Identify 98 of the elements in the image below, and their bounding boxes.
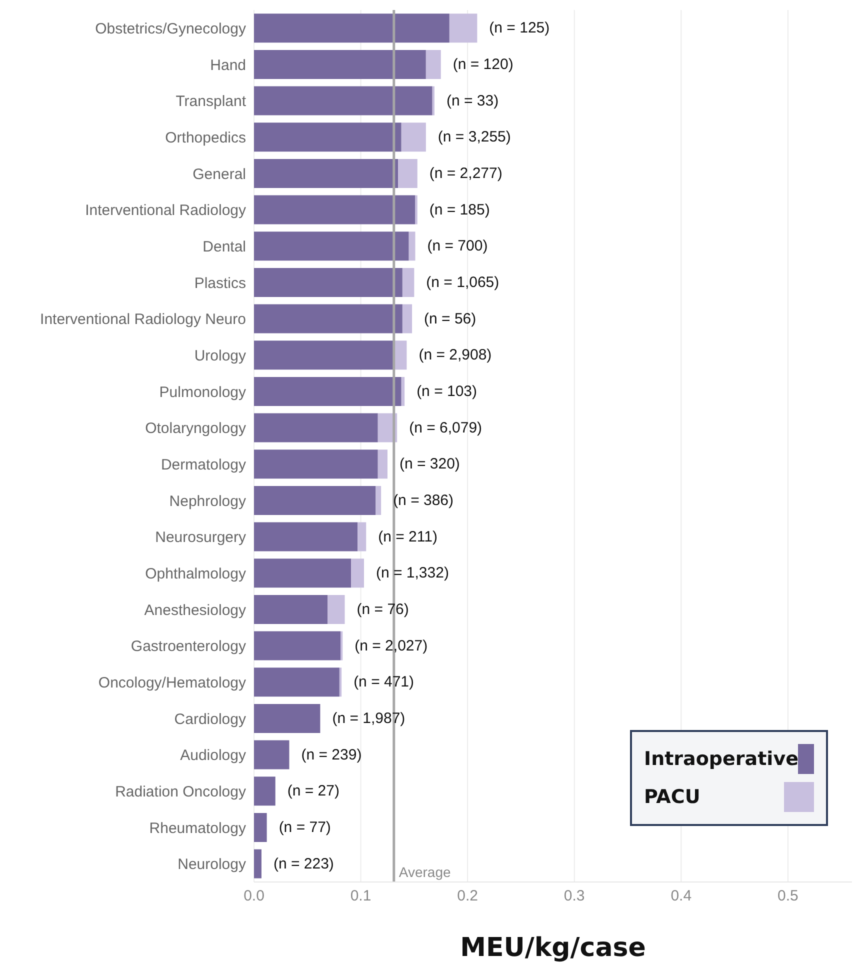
bar (254, 704, 320, 733)
annotation: (n = 77) (278, 818, 331, 836)
bar (254, 14, 450, 43)
bar (254, 376, 402, 406)
annotation: (n = 211) (378, 528, 438, 546)
bar (254, 812, 267, 842)
bar (254, 232, 409, 261)
x-tick-label: 0.2 (457, 888, 478, 905)
bar (339, 668, 342, 697)
ref-line-label: Average (398, 864, 451, 880)
y-tick-label: Dental (202, 238, 246, 256)
y-tick-label: Urology (194, 347, 246, 364)
bar (254, 413, 378, 442)
y-tick-label: Rheumatology (149, 820, 246, 837)
y-tick-label: Ophthalmology (145, 565, 246, 582)
bar (426, 50, 441, 79)
annotation: (n = 6,079) (409, 419, 482, 436)
annotation: (n = 2,908) (418, 346, 492, 364)
annotation: (n = 33) (446, 92, 499, 110)
bar (254, 486, 376, 515)
bar (254, 340, 395, 370)
x-tick-label: 0.1 (350, 888, 372, 905)
bar (394, 340, 407, 370)
y-tick-label: General (192, 166, 246, 183)
bar (254, 268, 402, 297)
y-tick-label: Dermatology (160, 456, 246, 474)
bar (358, 522, 366, 552)
y-tick-label: Neurosurgery (155, 529, 246, 546)
y-tick-label: Obstetrics/Gynecology (95, 20, 246, 38)
text: PACU (644, 786, 700, 808)
y-tick-label: Anesthesiology (144, 602, 246, 619)
annotation: (n = 386) (393, 492, 454, 509)
legend-label: Intraoperative (644, 748, 798, 770)
bar (254, 50, 426, 79)
annotation: (n = 125) (489, 20, 550, 37)
bar (254, 849, 262, 878)
y-tick-label: Audiology (180, 747, 246, 764)
bar (351, 558, 364, 588)
x-tick-label: 0.0 (244, 888, 264, 905)
bar (378, 450, 388, 479)
bar (254, 86, 432, 116)
bar (254, 558, 352, 588)
bar (402, 268, 414, 297)
bar (449, 14, 478, 43)
bar (254, 122, 402, 152)
x-axis-title: MEU/kg/case (460, 933, 646, 963)
bar (401, 376, 405, 406)
bar (376, 486, 382, 515)
bar (254, 304, 402, 334)
y-tick-label: Gastroenterology (130, 638, 246, 656)
y-tick-label: Pulmonology (159, 384, 246, 401)
annotation: (n = 239) (301, 746, 362, 764)
y-tick-label: Plastics (194, 274, 246, 292)
bar (402, 304, 412, 334)
bar (254, 668, 340, 697)
x-tick-label: 0.5 (778, 888, 798, 905)
annotation: (n = 3,255) (438, 128, 511, 146)
y-tick-label: Interventional Radiology Neuro (40, 311, 246, 328)
annotation: (n = 2,027) (354, 637, 428, 654)
annotation: (n = 223) (273, 855, 334, 872)
annotation: (n = 27) (287, 782, 340, 800)
bar (254, 195, 416, 224)
bar (401, 122, 426, 152)
y-tick-label: Orthopedics (165, 129, 246, 146)
annotation: (n = 1,332) (376, 564, 449, 582)
y-tick-label: Oncology/Hematology (98, 674, 246, 692)
y-tick-label: Transplant (176, 93, 247, 110)
y-tick-label: Nephrology (169, 492, 246, 510)
annotation: (n = 2,277) (429, 164, 502, 182)
bar (254, 522, 358, 552)
bar (254, 158, 398, 188)
x-tick-label: 0.4 (670, 888, 692, 905)
bar (340, 631, 343, 660)
bar (408, 232, 416, 261)
y-tick-label: Interventional Radiology (85, 202, 246, 220)
annotation: (n = 76) (356, 600, 409, 618)
annotation: (n = 185) (429, 201, 490, 218)
bar (254, 450, 378, 479)
annotation: (n = 56) (424, 310, 476, 328)
y-tick-label: Neurology (178, 856, 246, 874)
annotation: (n = 320) (399, 456, 460, 473)
bar (328, 594, 345, 624)
y-tick-label: Cardiology (174, 710, 246, 728)
annotation: (n = 103) (416, 382, 478, 400)
bar (254, 631, 340, 660)
annotation: (n = 1,065) (426, 274, 500, 291)
annotation: (n = 700) (427, 238, 488, 255)
bar (398, 158, 418, 188)
y-tick-label: Radiation Oncology (115, 783, 246, 800)
y-tick-label: Otolaryngology (145, 420, 246, 438)
annotation: (n = 120) (452, 56, 514, 73)
y-tick-label: Hand (210, 56, 246, 74)
bar (254, 740, 290, 770)
bar (254, 776, 276, 806)
bar (254, 594, 328, 624)
annotation: (n = 471) (354, 674, 414, 691)
x-tick-label: 0.3 (564, 888, 585, 905)
annotation: (n = 1,987) (332, 710, 406, 727)
